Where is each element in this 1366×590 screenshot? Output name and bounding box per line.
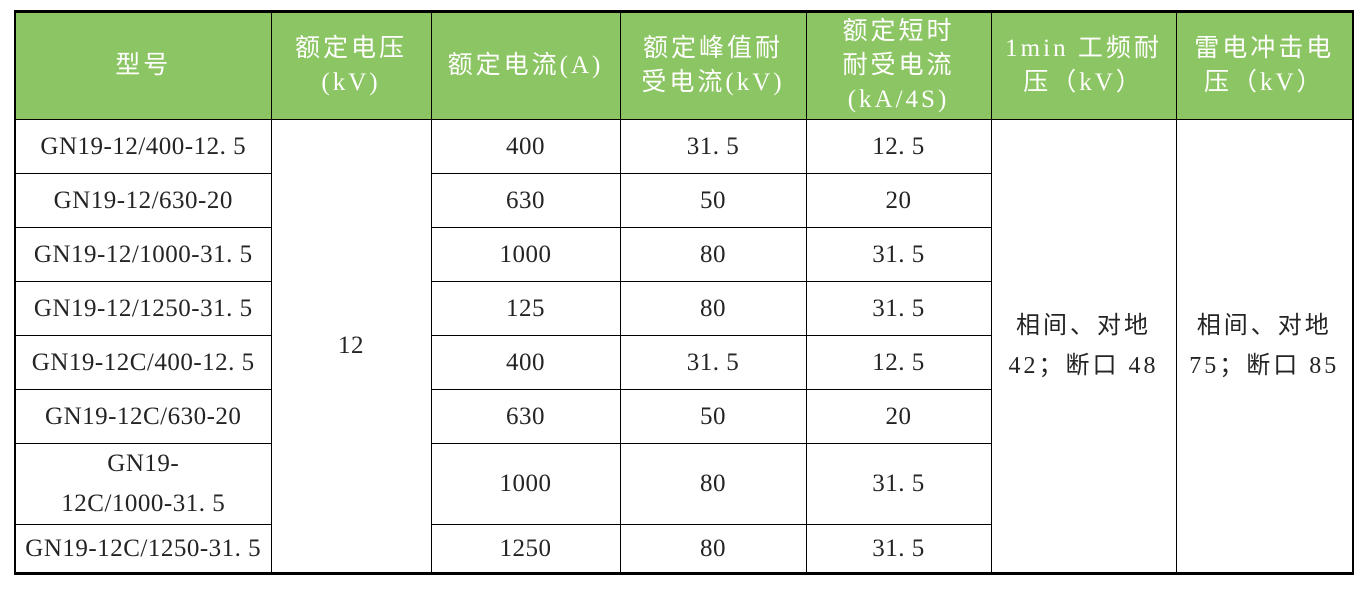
short-time-withstand-current-cell: 31. 5 xyxy=(805,227,992,282)
table-row: GN19-12/400-12. 5 12 400 31. 5 12. 5 相间、… xyxy=(14,119,1354,574)
rated-voltage-merged-cell: 12 xyxy=(270,119,432,574)
table-row: GN19-12C/630-20 630 50 20 xyxy=(14,389,1353,444)
rated-current-cell: 1000 xyxy=(430,443,621,525)
peak-withstand-current-cell: 50 xyxy=(619,389,807,444)
model-cell: GN19-12/1250-31. 5 xyxy=(14,281,272,336)
col-header-short-time-withstand-current: 额定短时 耐受电流 (kA/4S) xyxy=(805,11,992,120)
rated-current-cell: 400 xyxy=(430,335,621,390)
short-time-withstand-current-cell: 20 xyxy=(805,173,992,228)
peak-withstand-current-cell: 80 xyxy=(619,524,807,574)
model-cell: GN19-12C/400-12. 5 xyxy=(14,335,272,390)
peak-withstand-current-cell: 80 xyxy=(619,443,807,525)
rated-current-cell: 400 xyxy=(430,119,621,174)
model-cell: GN19-12/1000-31. 5 xyxy=(14,227,272,282)
model-cell: GN19-12/400-12. 5 xyxy=(14,119,272,174)
col-header-model: 型号 xyxy=(14,11,272,120)
rated-current-cell: 125 xyxy=(430,281,621,336)
lightning-impulse-voltage-merged-cell: 相间、对地 75；断口 85 xyxy=(1175,119,1354,574)
table-row: GN19-12/1000-31. 5 1000 80 31. 5 xyxy=(14,227,1353,282)
short-time-withstand-current-cell: 12. 5 xyxy=(805,335,992,390)
col-header-lightning-impulse-voltage: 雷电冲击电 压（kV） xyxy=(1175,11,1354,120)
peak-withstand-current-cell: 50 xyxy=(619,173,807,228)
peak-withstand-current-cell: 31. 5 xyxy=(619,119,807,174)
short-time-withstand-current-cell: 31. 5 xyxy=(805,281,992,336)
short-time-withstand-current-cell: 12. 5 xyxy=(805,119,992,174)
table-row: GN19-12C/1250-31. 5 1250 80 31. 5 xyxy=(14,524,1353,574)
rated-current-cell: 630 xyxy=(430,389,621,444)
peak-withstand-current-cell: 31. 5 xyxy=(619,335,807,390)
table-row: GN19-12C/400-12. 5 400 31. 5 12. 5 xyxy=(14,335,1353,390)
col-header-rated-current: 额定电流(A) xyxy=(430,11,621,120)
rated-current-cell: 630 xyxy=(430,173,621,228)
peak-withstand-current-cell: 80 xyxy=(619,281,807,336)
col-header-peak-withstand-current: 额定峰值耐 受电流(kV) xyxy=(619,11,807,120)
model-cell: GN19- 12C/1000-31. 5 xyxy=(14,443,272,525)
col-header-power-frequency-withstand-voltage: 1min 工频耐 压（kV） xyxy=(990,11,1177,120)
rated-current-cell: 1000 xyxy=(430,227,621,282)
spec-table: 型号 额定电压 (kV) 额定电流(A) 额定峰值耐 受电流(kV) 额定短时 … xyxy=(14,10,1354,575)
peak-withstand-current-cell: 80 xyxy=(619,227,807,282)
short-time-withstand-current-cell: 20 xyxy=(805,389,992,444)
table-row: GN19-12/1250-31. 5 125 80 31. 5 xyxy=(14,281,1353,336)
table-row: GN19- 12C/1000-31. 5 1000 80 31. 5 xyxy=(14,443,1353,525)
short-time-withstand-current-cell: 31. 5 xyxy=(805,524,992,574)
model-cell: GN19-12C/1250-31. 5 xyxy=(14,524,272,574)
header-row: 型号 额定电压 (kV) 额定电流(A) 额定峰值耐 受电流(kV) 额定短时 … xyxy=(14,11,1354,120)
power-frequency-withstand-voltage-merged-cell: 相间、对地 42；断口 48 xyxy=(990,119,1177,574)
model-cell: GN19-12C/630-20 xyxy=(14,389,272,444)
rated-current-cell: 1250 xyxy=(430,524,621,574)
model-cell: GN19-12/630-20 xyxy=(14,173,272,228)
col-header-rated-voltage: 额定电压 (kV) xyxy=(270,11,432,120)
short-time-withstand-current-cell: 31. 5 xyxy=(805,443,992,525)
